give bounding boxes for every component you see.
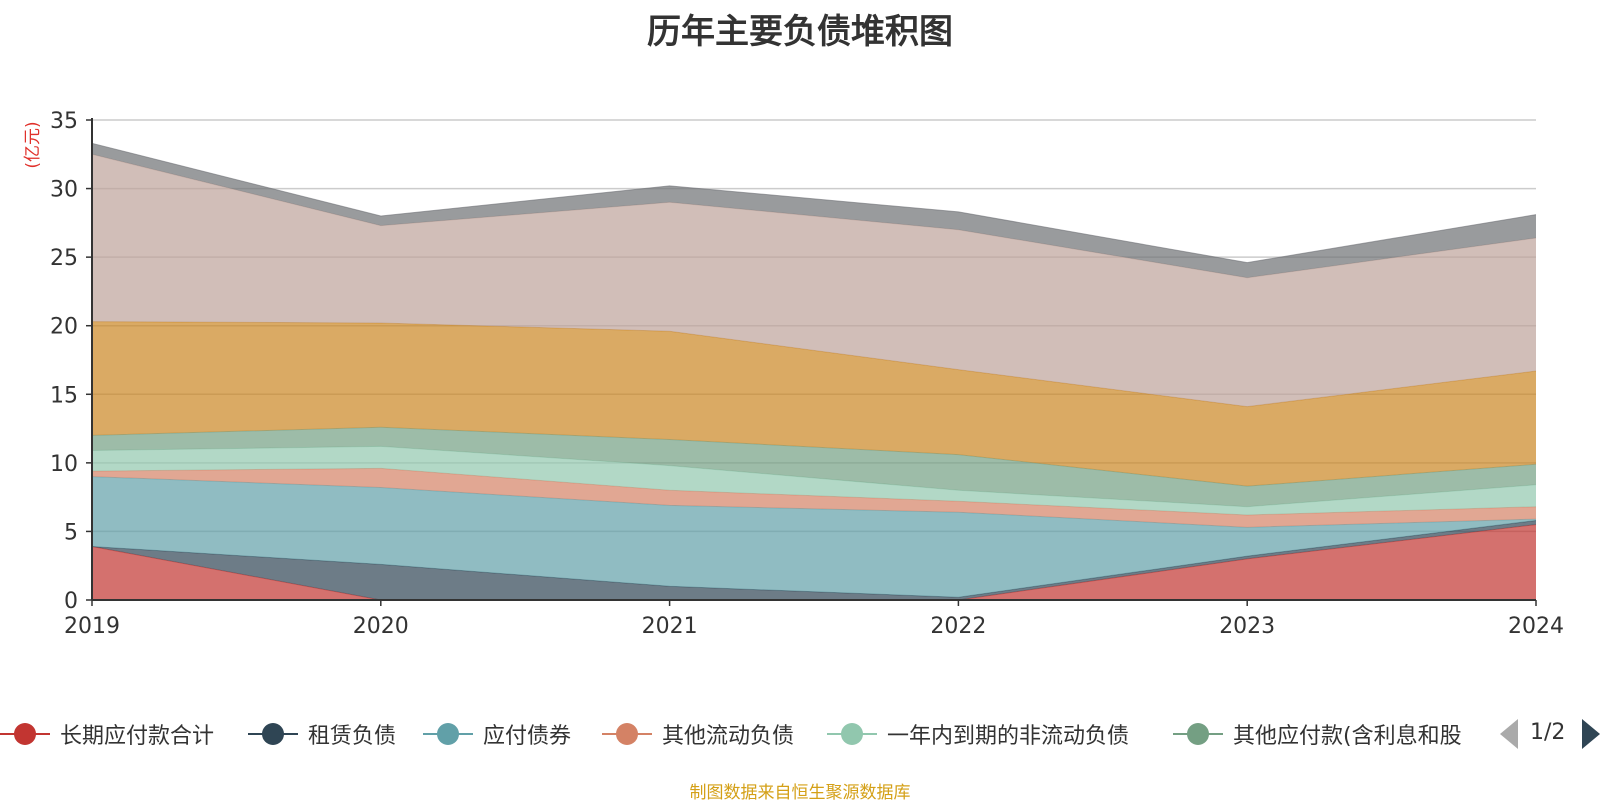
area-series-4 <box>92 468 1536 528</box>
legend-marker-icon <box>423 720 473 748</box>
y-axis-unit-label: (亿元) <box>23 121 43 168</box>
x-tick-label: 2024 <box>1508 614 1564 639</box>
y-tick-label: 5 <box>64 520 78 545</box>
legend-marker-icon <box>248 720 298 748</box>
y-tick-label: 25 <box>50 246 78 271</box>
area-series <box>91 142 1537 601</box>
legend-label: 其他流动负债 <box>662 724 795 749</box>
legend-item[interactable]: 一年内到期的非流动负债 <box>827 714 1129 754</box>
legend-label: 一年内到期的非流动负债 <box>887 724 1130 749</box>
area-series-9 <box>92 143 1536 278</box>
legend-prev-page-icon[interactable] <box>1500 719 1518 749</box>
y-tick-label: 15 <box>50 383 78 408</box>
area-series-7 <box>92 321 1536 487</box>
legend-next-page-icon[interactable] <box>1582 719 1600 749</box>
legend-label: 应付债券 <box>483 724 572 749</box>
legend-marker-icon <box>0 720 50 748</box>
legend-item[interactable]: 租赁负债 <box>248 714 396 754</box>
legend-marker-icon <box>602 720 652 748</box>
legend-label: 长期应付款合计 <box>60 724 215 749</box>
legend-item[interactable]: 其他应付款(含利息和股 <box>1173 714 1462 754</box>
area-series-5 <box>92 446 1536 515</box>
legend-item[interactable]: 长期应付款合计 <box>0 714 214 754</box>
legend-label: 租赁负债 <box>308 724 397 749</box>
area-series-1 <box>92 524 1536 600</box>
source-note: 制图数据来自恒生聚源数据库 <box>689 783 911 803</box>
area-series-line-9 <box>91 142 1537 264</box>
x-tick-label: 2019 <box>64 614 120 639</box>
x-tick-label: 2023 <box>1219 614 1275 639</box>
legend-page-indicator: 1/2 <box>1530 720 1566 745</box>
legend-item[interactable]: 应付债券 <box>423 714 571 754</box>
chart-title: 历年主要负债堆积图 <box>647 12 953 52</box>
area-series-3 <box>92 476 1536 598</box>
y-tick-label: 35 <box>50 109 78 134</box>
y-tick-label: 20 <box>50 315 78 340</box>
stacked-area-chart: 0 5 10 15 20 25 30 35 2019 2020 2021 2022 2023 2024 (… <box>23 109 1564 639</box>
y-tick-label: 30 <box>50 178 78 203</box>
area-series-2 <box>92 520 1536 600</box>
x-tick-label: 2022 <box>930 614 986 639</box>
legend-marker-icon <box>1173 720 1223 748</box>
axes: 0 5 10 15 20 25 30 35 2019 2020 2021 2022 2023 2024 <box>50 109 1564 639</box>
legend: 长期应付款合计 租赁负债 应付债券 其他流动负债 一年内到期的非流动负债 其他应付款(含利… <box>0 714 1600 754</box>
legend-label: 其他应付款(含利息和股 <box>1233 724 1462 749</box>
y-tick-label: 0 <box>64 589 78 614</box>
x-tick-label: 2021 <box>642 614 698 639</box>
y-tick-label: 10 <box>50 452 78 477</box>
legend-item[interactable]: 其他流动负债 <box>602 714 794 754</box>
x-tick-label: 2020 <box>353 614 409 639</box>
legend-marker-icon <box>827 720 877 748</box>
legend-pager: 1/2 <box>1500 716 1600 752</box>
area-series-6 <box>92 427 1536 507</box>
area-series-8 <box>92 154 1536 407</box>
